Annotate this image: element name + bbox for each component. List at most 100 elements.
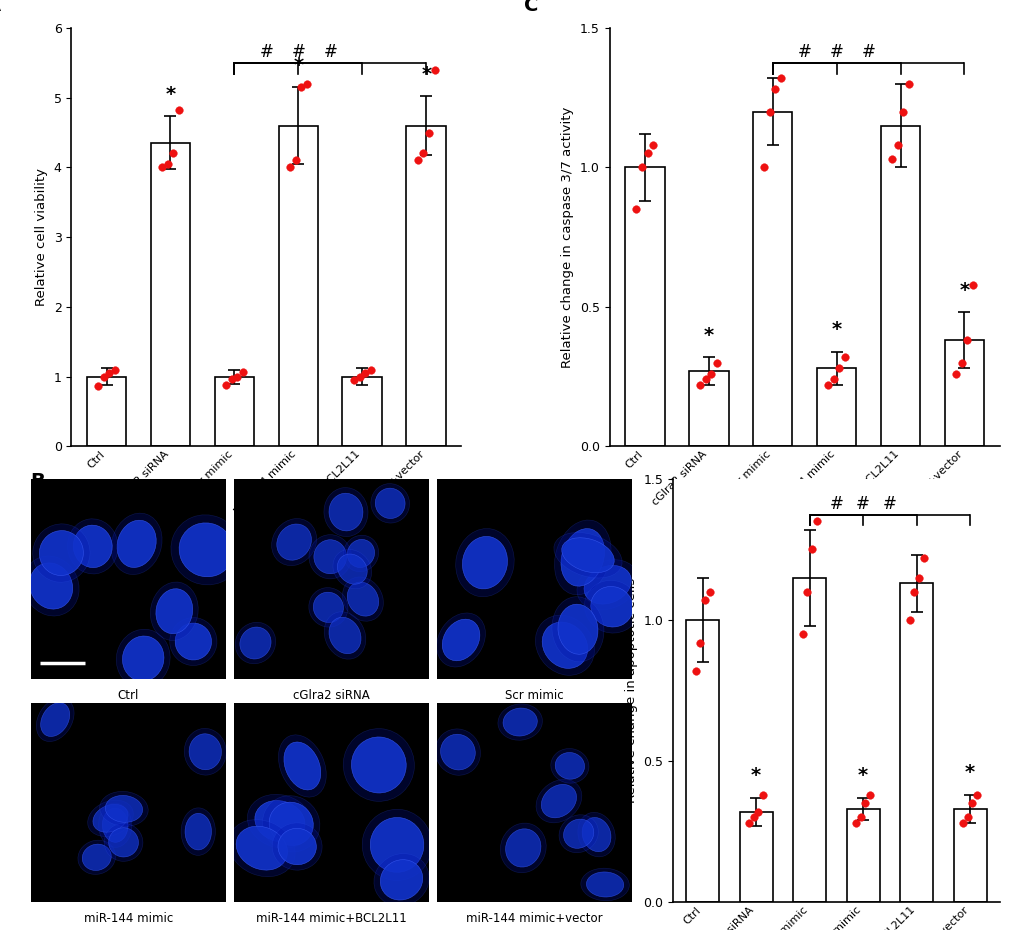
Ellipse shape bbox=[116, 630, 170, 688]
Text: C: C bbox=[524, 0, 538, 15]
Ellipse shape bbox=[329, 493, 363, 531]
Ellipse shape bbox=[584, 580, 639, 633]
Ellipse shape bbox=[462, 537, 507, 589]
Ellipse shape bbox=[380, 859, 422, 900]
Ellipse shape bbox=[228, 819, 294, 877]
Text: *: * bbox=[703, 326, 713, 345]
Ellipse shape bbox=[88, 800, 133, 836]
Bar bbox=[944, 340, 983, 446]
Ellipse shape bbox=[169, 618, 217, 666]
Ellipse shape bbox=[497, 704, 542, 740]
Ellipse shape bbox=[272, 823, 322, 870]
Ellipse shape bbox=[184, 814, 211, 850]
Text: Ctrl: Ctrl bbox=[117, 688, 139, 701]
Ellipse shape bbox=[184, 728, 226, 775]
Y-axis label: Relative change in apoptotic cells: Relative change in apoptotic cells bbox=[625, 578, 637, 804]
Bar bbox=[625, 167, 664, 446]
Bar bbox=[739, 812, 772, 902]
Ellipse shape bbox=[283, 742, 320, 790]
Ellipse shape bbox=[590, 587, 633, 627]
Ellipse shape bbox=[175, 623, 211, 660]
Ellipse shape bbox=[276, 524, 311, 560]
Ellipse shape bbox=[309, 535, 352, 578]
Bar bbox=[87, 377, 126, 446]
Text: *: * bbox=[421, 65, 431, 84]
Ellipse shape bbox=[375, 488, 405, 519]
Bar bbox=[686, 620, 718, 902]
Ellipse shape bbox=[111, 513, 162, 575]
Text: #: # bbox=[855, 495, 869, 512]
Text: *: * bbox=[750, 766, 760, 785]
Ellipse shape bbox=[67, 519, 118, 574]
Ellipse shape bbox=[109, 828, 139, 857]
Ellipse shape bbox=[235, 622, 275, 664]
Bar bbox=[816, 368, 856, 446]
Ellipse shape bbox=[342, 536, 378, 572]
Y-axis label: Relative change in caspase 3/7 activity: Relative change in caspase 3/7 activity bbox=[560, 106, 574, 368]
Bar bbox=[846, 809, 878, 902]
Ellipse shape bbox=[329, 618, 361, 654]
Text: B: B bbox=[31, 472, 45, 490]
Ellipse shape bbox=[505, 829, 540, 867]
Ellipse shape bbox=[247, 794, 312, 848]
Ellipse shape bbox=[584, 565, 631, 604]
Ellipse shape bbox=[83, 844, 111, 870]
Ellipse shape bbox=[558, 815, 598, 853]
Ellipse shape bbox=[150, 582, 198, 641]
Ellipse shape bbox=[440, 735, 475, 770]
Ellipse shape bbox=[337, 554, 367, 584]
Ellipse shape bbox=[550, 749, 588, 783]
Ellipse shape bbox=[93, 804, 128, 832]
Ellipse shape bbox=[239, 627, 271, 659]
Text: #: # bbox=[882, 495, 896, 512]
Ellipse shape bbox=[278, 829, 316, 865]
Ellipse shape bbox=[577, 560, 638, 610]
Ellipse shape bbox=[236, 826, 287, 870]
Ellipse shape bbox=[557, 604, 597, 655]
Text: #: # bbox=[259, 44, 273, 61]
Ellipse shape bbox=[436, 613, 485, 667]
Ellipse shape bbox=[30, 563, 72, 609]
Ellipse shape bbox=[374, 854, 429, 906]
Text: *: * bbox=[830, 320, 841, 339]
Ellipse shape bbox=[346, 539, 374, 567]
Ellipse shape bbox=[455, 528, 514, 597]
Ellipse shape bbox=[33, 524, 90, 582]
Bar bbox=[151, 143, 191, 446]
Ellipse shape bbox=[536, 779, 581, 823]
Ellipse shape bbox=[40, 531, 84, 576]
Ellipse shape bbox=[554, 752, 584, 779]
Ellipse shape bbox=[99, 803, 131, 847]
Text: *: * bbox=[293, 56, 303, 74]
Ellipse shape bbox=[179, 523, 233, 577]
Ellipse shape bbox=[370, 817, 424, 872]
Bar bbox=[879, 126, 919, 446]
Ellipse shape bbox=[554, 520, 610, 595]
Bar bbox=[214, 377, 254, 446]
Ellipse shape bbox=[105, 795, 143, 822]
Ellipse shape bbox=[342, 577, 383, 621]
Text: *: * bbox=[857, 766, 867, 785]
Text: *: * bbox=[964, 764, 974, 782]
Ellipse shape bbox=[271, 519, 316, 565]
Ellipse shape bbox=[541, 784, 576, 817]
Bar bbox=[752, 112, 792, 446]
Ellipse shape bbox=[117, 520, 156, 567]
Ellipse shape bbox=[41, 703, 69, 737]
Ellipse shape bbox=[560, 528, 604, 586]
Ellipse shape bbox=[564, 819, 593, 848]
Ellipse shape bbox=[580, 869, 629, 901]
Ellipse shape bbox=[535, 615, 594, 675]
Text: miR-144 mimic+BCL2L11: miR-144 mimic+BCL2L11 bbox=[256, 912, 407, 925]
Bar bbox=[793, 578, 825, 902]
Ellipse shape bbox=[442, 619, 479, 661]
Ellipse shape bbox=[332, 550, 371, 589]
Ellipse shape bbox=[362, 809, 431, 881]
Ellipse shape bbox=[309, 588, 347, 627]
Y-axis label: Relative cell viability: Relative cell viability bbox=[35, 168, 48, 306]
Text: miR-144 mimic+vector: miR-144 mimic+vector bbox=[466, 912, 602, 925]
Ellipse shape bbox=[100, 791, 148, 827]
Ellipse shape bbox=[553, 533, 622, 578]
Bar bbox=[688, 371, 728, 446]
Ellipse shape bbox=[189, 734, 221, 770]
